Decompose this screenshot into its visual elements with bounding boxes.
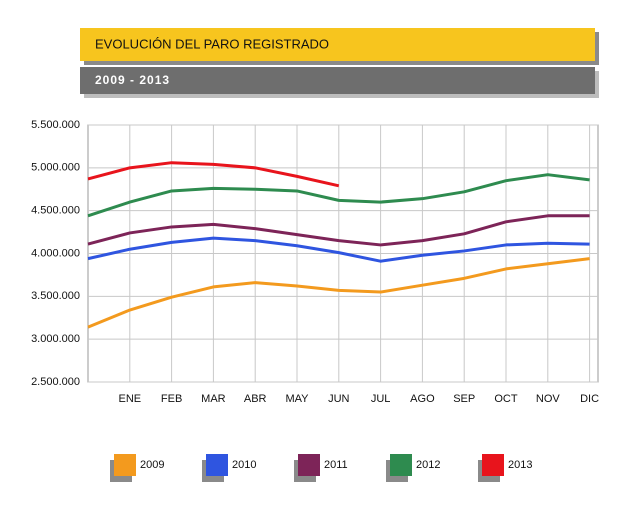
- x-tick-label: ABR: [244, 393, 267, 405]
- x-tick-label: FEB: [161, 393, 182, 405]
- series-line: [87, 173, 590, 218]
- x-tick-label: MAR: [201, 393, 226, 405]
- legend-swatch: [482, 454, 504, 476]
- x-tick-label: DIC: [580, 393, 599, 405]
- series-line: [87, 214, 590, 247]
- chart-title: EVOLUCIÓN DEL PARO REGISTRADO: [95, 36, 329, 51]
- y-tick-label: 3.500.000: [31, 290, 80, 302]
- legend-swatch: [390, 454, 412, 476]
- subtitle-bar: [80, 67, 595, 94]
- y-tick-label: 5.000.000: [31, 162, 80, 174]
- series-line: [87, 236, 590, 263]
- y-tick-label: 3.000.000: [31, 333, 80, 345]
- legend-label: 2012: [416, 459, 440, 471]
- legend-label: 2013: [508, 459, 532, 471]
- series-line: [87, 161, 340, 188]
- legend-label: 2011: [324, 459, 348, 471]
- legend-swatch: [206, 454, 228, 476]
- y-tick-label: 2.500.000: [31, 376, 80, 388]
- x-tick-label: AGO: [410, 393, 435, 405]
- y-tick-label: 4.000.000: [31, 247, 80, 259]
- legend-swatch: [298, 454, 320, 476]
- x-tick-label: JUN: [328, 393, 349, 405]
- x-tick-label: NOV: [536, 393, 561, 405]
- legend-label: 2009: [140, 459, 164, 471]
- x-tick-label: MAY: [285, 393, 309, 405]
- y-tick-label: 5.500.000: [31, 119, 80, 131]
- title-bar: [80, 28, 595, 61]
- y-tick-label: 4.500.000: [31, 205, 80, 217]
- x-tick-label: ENE: [118, 393, 141, 405]
- legend-label: 2010: [232, 459, 256, 471]
- chart-subtitle: 2009 - 2013: [95, 73, 170, 87]
- x-tick-label: OCT: [494, 393, 518, 405]
- x-tick-label: SEP: [453, 393, 475, 405]
- legend-swatch: [114, 454, 136, 476]
- series-line: [87, 257, 590, 329]
- x-tick-label: JUL: [371, 393, 391, 405]
